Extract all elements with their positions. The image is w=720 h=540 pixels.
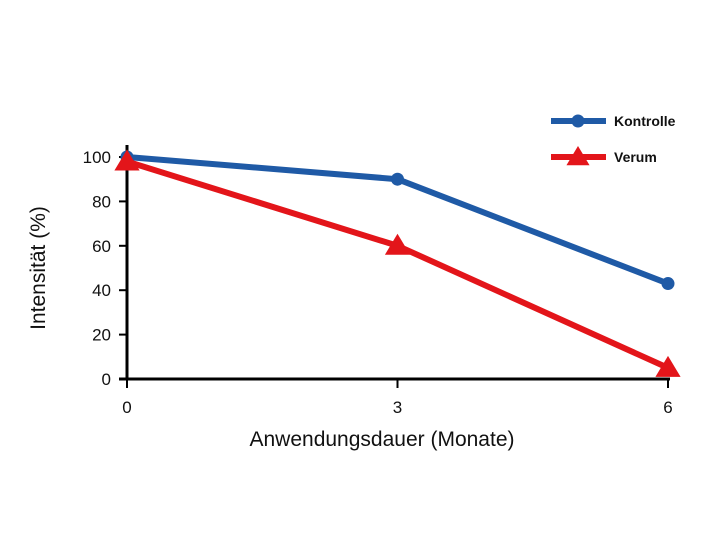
y-tick-label: 100 bbox=[83, 148, 111, 167]
x-ticks: 0 3 6 bbox=[122, 379, 673, 417]
series-kontrolle bbox=[120, 150, 675, 291]
axes bbox=[119, 145, 670, 381]
y-tick-label: 60 bbox=[92, 237, 111, 256]
legend-item: Verum bbox=[551, 146, 657, 166]
y-ticks: 0 20 40 60 80 100 bbox=[83, 148, 127, 389]
series-line bbox=[126, 158, 670, 371]
y-tick-label: 40 bbox=[92, 281, 111, 300]
data-point bbox=[661, 277, 675, 291]
x-tick-label: 6 bbox=[663, 398, 672, 417]
data-point bbox=[391, 172, 404, 186]
y-tick-label: 0 bbox=[102, 370, 111, 389]
x-tick-label: 0 bbox=[122, 398, 131, 417]
series-verum bbox=[114, 149, 681, 377]
series-layer bbox=[114, 149, 681, 377]
y-tick-label: 20 bbox=[92, 326, 111, 345]
y-axis-title: Intensität (%) bbox=[27, 206, 50, 330]
data-point bbox=[384, 233, 411, 255]
legend-item: Kontrolle bbox=[551, 113, 676, 129]
data-point bbox=[114, 149, 140, 171]
legend-marker bbox=[571, 114, 585, 128]
y-tick-label: 80 bbox=[92, 192, 111, 211]
legend-label: Kontrolle bbox=[614, 113, 676, 129]
legend: Kontrolle Verum bbox=[551, 113, 676, 166]
x-tick-label: 3 bbox=[393, 398, 402, 417]
legend-marker bbox=[566, 146, 590, 166]
x-axis-title: Anwendungsdauer (Monate) bbox=[249, 428, 514, 451]
legend-label: Verum bbox=[614, 149, 657, 165]
data-point bbox=[655, 355, 681, 377]
